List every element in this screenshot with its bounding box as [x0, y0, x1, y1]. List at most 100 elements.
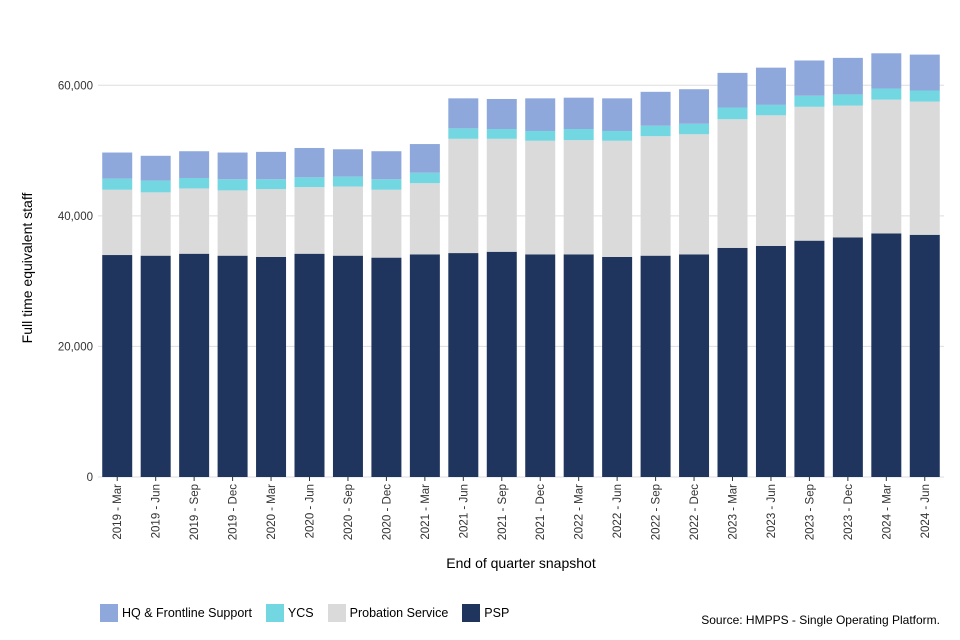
bar-segment-hq-frontline-support — [294, 147, 325, 178]
y-tick-label: 0 — [87, 472, 93, 484]
y-tick-label: 60,000 — [58, 80, 93, 92]
bar-segment-probation-service — [832, 105, 863, 238]
bar-segment-hq-frontline-support — [602, 98, 633, 131]
bar-segment-hq-frontline-support — [755, 67, 786, 105]
bar-segment-hq-frontline-support — [909, 54, 940, 91]
legend-item: PSP — [462, 604, 509, 622]
legend-swatch — [265, 604, 284, 622]
legend-item: YCS — [265, 604, 314, 622]
bar-segment-ycs — [256, 179, 287, 190]
bar-segment-psp — [486, 251, 517, 477]
bar-segment-ycs — [563, 129, 594, 141]
legend-label: Probation Service — [349, 606, 449, 620]
bar-segment-psp — [525, 254, 556, 477]
bar-segment-probation-service — [525, 140, 556, 255]
x-tick-label: 2024 - Mar — [881, 484, 893, 540]
bar-segment-psp — [140, 255, 171, 477]
bar-segment-ycs — [909, 90, 940, 102]
bar-segment-ycs — [871, 88, 902, 100]
x-tick-label: 2020 - Mar — [266, 484, 278, 540]
bar-segment-psp — [179, 253, 210, 477]
bar-segment-psp — [448, 253, 479, 477]
bar-segment-ycs — [179, 177, 210, 189]
bar-segment-ycs — [448, 128, 479, 139]
bar-segment-ycs — [140, 180, 171, 193]
bar-segment-psp — [294, 253, 325, 477]
legend-label: YCS — [287, 606, 314, 620]
bar-segment-probation-service — [102, 189, 133, 256]
x-tick-label: 2023 - Dec — [843, 484, 855, 541]
bar-segment-hq-frontline-support — [371, 151, 402, 180]
bar-segment-probation-service — [563, 140, 594, 255]
x-tick-label: 2023 - Jun — [766, 484, 778, 538]
legend-label: HQ & Frontline Support — [122, 606, 252, 620]
bar-segment-ycs — [332, 176, 363, 187]
x-tick-label: 2020 - Dec — [381, 484, 393, 541]
bar-segment-psp — [717, 247, 748, 477]
bar-segment-hq-frontline-support — [679, 89, 710, 124]
bar-segment-psp — [640, 255, 671, 477]
bar-segment-probation-service — [256, 189, 287, 257]
bar-segment-psp — [409, 254, 440, 477]
bar-segment-hq-frontline-support — [179, 151, 210, 178]
legend-label: PSP — [484, 606, 510, 620]
bar-segment-ycs — [525, 130, 556, 141]
x-tick-label: 2019 - Dec — [228, 484, 240, 541]
bars — [102, 53, 940, 477]
bar-segment-probation-service — [871, 99, 902, 234]
bar-segment-probation-service — [371, 189, 402, 258]
bar-segment-psp — [371, 257, 402, 477]
bar-segment-psp — [217, 255, 248, 477]
bar-segment-psp — [102, 255, 133, 477]
bar-segment-probation-service — [679, 134, 710, 255]
bar-segment-hq-frontline-support — [717, 72, 748, 108]
x-tick-label: 2021 - Sep — [497, 484, 509, 540]
x-tick-label: 2020 - Jun — [305, 484, 317, 538]
bar-segment-ycs — [409, 172, 440, 184]
bar-segment-hq-frontline-support — [832, 57, 863, 95]
bar-segment-hq-frontline-support — [217, 152, 248, 180]
bar-segment-hq-frontline-support — [409, 144, 440, 173]
legend-swatch — [327, 604, 346, 622]
bar-segment-ycs — [640, 125, 671, 137]
bar-segment-probation-service — [217, 190, 248, 256]
x-axis-ticks: 2019 - Mar 2019 - Jun 2019 - Sep 2019 - Dec… — [112, 477, 932, 540]
x-tick-label: 2023 - Sep — [804, 484, 816, 540]
bar-segment-psp — [256, 256, 287, 477]
bar-segment-probation-service — [294, 187, 325, 254]
bar-segment-psp — [602, 256, 633, 477]
bar-segment-hq-frontline-support — [871, 53, 902, 89]
x-tick-label: 2019 - Jun — [151, 484, 163, 538]
legend: HQ & Frontline Support YCS Probation Servi… — [100, 604, 523, 622]
x-tick-label: 2021 - Dec — [535, 484, 547, 541]
bar-segment-probation-service — [140, 192, 171, 256]
bar-segment-psp — [832, 237, 863, 477]
bar-segment-ycs — [371, 179, 402, 190]
bar-segment-hq-frontline-support — [256, 151, 287, 180]
x-tick-label: 2021 - Mar — [420, 484, 432, 540]
bar-segment-ycs — [602, 130, 633, 141]
bar-segment-ycs — [832, 94, 863, 106]
bar-segment-psp — [909, 234, 940, 477]
legend-item: Probation Service — [327, 604, 449, 622]
bar-segment-hq-frontline-support — [448, 98, 479, 129]
bar-segment-hq-frontline-support — [640, 91, 671, 126]
bar-segment-probation-service — [448, 138, 479, 254]
y-axis-title: Full time equivalent staff — [19, 193, 35, 344]
source-note: Source: HMPPS - Single Operating Platfor… — [701, 613, 940, 627]
x-tick-label: 2022 - Sep — [651, 484, 663, 540]
x-tick-label: 2023 - Mar — [728, 484, 740, 540]
bar-segment-probation-service — [409, 183, 440, 255]
x-tick-label: 2024 - Jun — [920, 484, 932, 538]
bar-segment-probation-service — [179, 188, 210, 254]
bar-segment-ycs — [755, 104, 786, 116]
bar-segment-psp — [755, 245, 786, 477]
bar-segment-probation-service — [602, 140, 633, 257]
x-tick-label: 2022 - Jun — [612, 484, 624, 538]
bar-segment-ycs — [217, 179, 248, 191]
bar-segment-probation-service — [486, 138, 517, 252]
bar-segment-psp — [332, 255, 363, 477]
x-tick-label: 2021 - Jun — [458, 484, 470, 538]
x-tick-label: 2022 - Mar — [574, 484, 586, 540]
